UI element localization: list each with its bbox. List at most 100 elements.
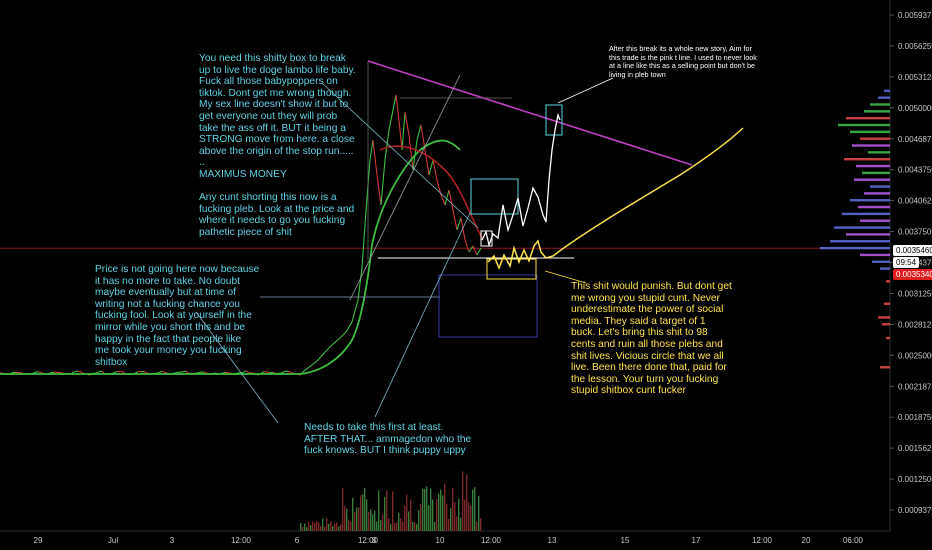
volume-profile-bar xyxy=(870,185,890,188)
volume-bar xyxy=(406,494,408,531)
volume-bar xyxy=(356,507,358,531)
volume-bar xyxy=(440,489,442,531)
volume-bar xyxy=(436,498,438,531)
volume-profile-bar xyxy=(860,219,890,222)
y-tick-label: 0.0009375 xyxy=(898,506,932,515)
volume-profile-bar xyxy=(842,212,890,216)
annotation-top-right: After this break its a whole new story, … xyxy=(609,44,757,79)
volume-bar xyxy=(396,522,398,531)
x-tick-label: 10 xyxy=(436,536,445,545)
pink-trendline xyxy=(367,60,693,166)
price-candle xyxy=(324,344,333,353)
volume-profile-bar xyxy=(846,116,890,120)
volume-bar xyxy=(382,514,384,531)
price-candle xyxy=(161,370,166,373)
volume-bar xyxy=(446,503,448,531)
volume-profile-bar xyxy=(882,323,890,326)
volume-profile-bar xyxy=(846,233,890,236)
price-candle xyxy=(158,370,163,373)
volume-profile-bar xyxy=(886,280,890,283)
volume-bar xyxy=(308,522,310,531)
x-tick-label: 15 xyxy=(621,536,630,545)
volume-profile-bar xyxy=(860,137,890,140)
price-candle xyxy=(456,217,462,231)
x-tick-label: 3 xyxy=(170,536,175,545)
volume-bar xyxy=(390,524,392,531)
volume-profile-bar xyxy=(860,253,890,257)
volume-bar xyxy=(324,526,326,531)
price-candle xyxy=(331,337,341,346)
current-price-label: 0.0035340 xyxy=(893,269,932,280)
volume-profile-bar xyxy=(820,246,890,250)
volume-bar xyxy=(408,511,410,531)
volume-bar xyxy=(336,522,338,531)
volume-bar xyxy=(380,519,382,531)
price-candle xyxy=(448,189,454,211)
volume-bar xyxy=(352,497,354,531)
volume-bar xyxy=(454,502,456,531)
x-tick-label: 12:00 xyxy=(358,536,379,545)
price-candle xyxy=(317,351,326,361)
y-tick-label: 0.0021875 xyxy=(898,382,932,391)
price-candle xyxy=(392,94,397,111)
price-candle xyxy=(388,109,394,131)
volume-bar xyxy=(410,499,412,531)
volume-bar xyxy=(330,521,332,531)
volume-profile-bar xyxy=(864,192,890,195)
volume-bar xyxy=(342,487,344,531)
price-candle xyxy=(113,370,118,374)
volume-profile-bar xyxy=(830,240,890,243)
y-tick-label: 0.0040625 xyxy=(898,197,932,206)
volume-bar xyxy=(474,487,476,531)
price-candle xyxy=(376,174,382,206)
volume-profile-bar xyxy=(880,366,890,369)
price-candle xyxy=(77,370,82,373)
volume-bar xyxy=(304,523,306,531)
volume-bar xyxy=(466,474,468,531)
volume-bar xyxy=(338,526,340,531)
volume-bar xyxy=(320,526,322,531)
volume-bar xyxy=(322,518,324,531)
x-tick-label: 20 xyxy=(802,536,811,545)
price-candle xyxy=(468,245,474,253)
countdown-label: 09:54 xyxy=(893,257,920,268)
volume-bar xyxy=(416,523,418,531)
volume-bar xyxy=(372,514,374,531)
x-tick-label: 8 xyxy=(372,536,377,545)
price-candle xyxy=(452,209,458,231)
red-moving-average xyxy=(379,145,483,239)
price-candle xyxy=(460,217,466,241)
volume-profile-bar xyxy=(852,144,890,147)
volume-profile-bar xyxy=(858,205,890,209)
volume-bar xyxy=(450,508,452,531)
volume-bar xyxy=(302,526,304,531)
volume-bar xyxy=(402,521,404,531)
volume-profile-bar xyxy=(870,103,890,106)
volume-bar xyxy=(316,521,318,531)
volume-bar xyxy=(360,495,362,531)
volume-profile-bar xyxy=(854,178,890,181)
volume-bar xyxy=(418,509,420,531)
volume-profile-bar xyxy=(878,316,890,319)
price-candle xyxy=(420,124,426,151)
volume-bar xyxy=(378,490,380,531)
price-candle xyxy=(287,370,292,373)
volume-bar xyxy=(412,521,414,531)
price-candle xyxy=(185,370,190,374)
volume-bar xyxy=(460,517,462,531)
volume-bar xyxy=(318,522,320,531)
volume-bar xyxy=(430,488,432,531)
volume-bar xyxy=(350,521,352,531)
volume-bar xyxy=(344,506,346,531)
volume-bar xyxy=(364,487,366,531)
x-tick-label: 12:00 xyxy=(481,536,502,545)
volume-profile-bar xyxy=(864,110,890,113)
volume-bar xyxy=(370,509,372,531)
volume-profile-bar xyxy=(878,96,890,99)
x-tick-label: 12:00 xyxy=(231,536,252,545)
volume-profile-bar xyxy=(856,164,890,168)
y-tick-label: 0.0015625 xyxy=(898,444,932,453)
